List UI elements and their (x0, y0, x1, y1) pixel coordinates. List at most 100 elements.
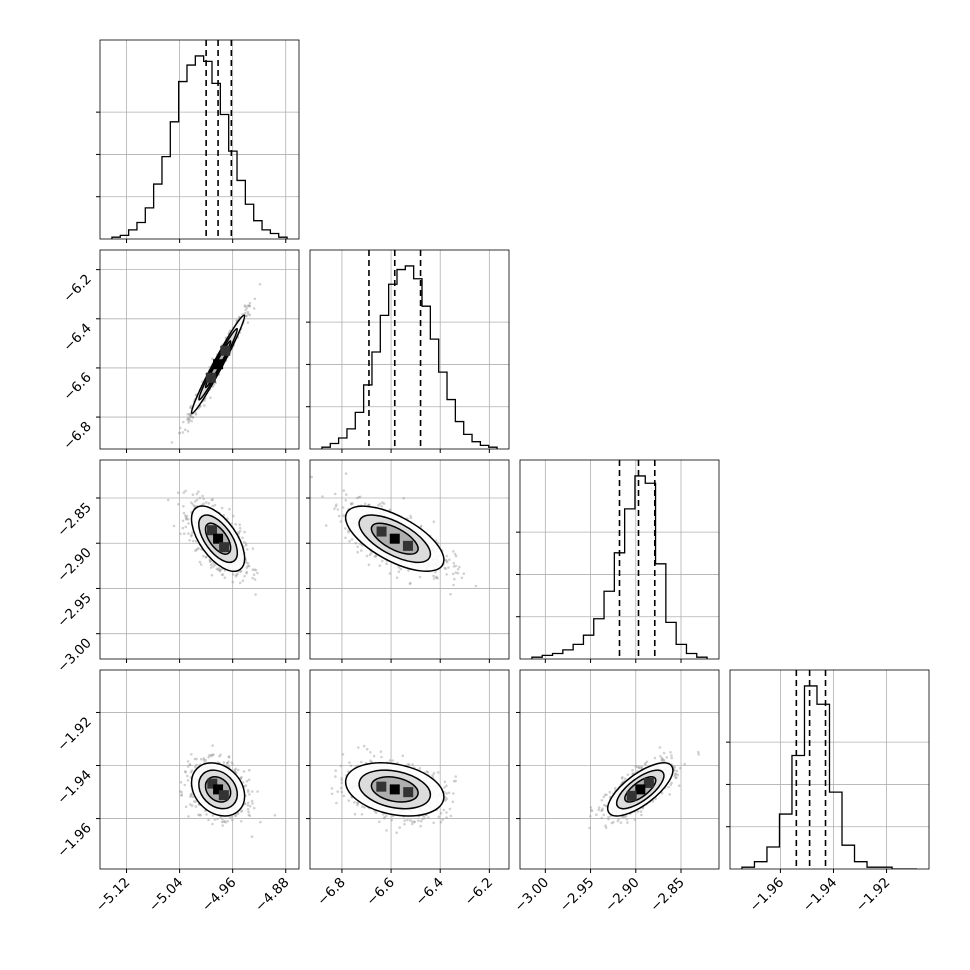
scatter-point (184, 514, 187, 517)
scatter-point (228, 507, 231, 511)
scatter-point (434, 539, 438, 542)
scatter-point (637, 765, 641, 769)
scatter-point (336, 790, 340, 793)
scatter-point (356, 545, 359, 549)
scatter-point (441, 818, 445, 821)
scatter-point (445, 816, 448, 819)
density-peak-cell (402, 540, 413, 551)
scatter-point (243, 574, 246, 578)
scatter-point (186, 412, 189, 416)
scatter-point (231, 573, 235, 576)
scatter-point (197, 813, 200, 817)
scatter-point (166, 498, 170, 502)
scatter-point (604, 826, 608, 829)
scatter-point (246, 310, 250, 314)
scatter-point (189, 415, 193, 419)
scatter-point (184, 489, 187, 493)
scatter-point (256, 790, 259, 793)
scatter-point (660, 758, 664, 762)
scatter-point (243, 311, 247, 315)
scatter-point (351, 502, 354, 505)
scatter-point (199, 563, 203, 566)
scatter-point (361, 805, 364, 808)
scatter-point (617, 817, 620, 821)
scatter-point (660, 756, 664, 760)
scatter-point (195, 763, 198, 767)
scatter-point (380, 559, 384, 563)
scatter-point (474, 584, 478, 588)
scatter-point (245, 779, 249, 783)
scatter-point (202, 758, 206, 762)
scatter-point (454, 554, 458, 558)
scatter-point (445, 797, 449, 801)
scatter-point (187, 419, 191, 423)
scatter-point (210, 753, 213, 757)
scatter-point (229, 816, 232, 819)
scatter-point (183, 783, 187, 787)
scatter-point (201, 494, 204, 498)
scatter-point (365, 554, 369, 558)
scatter-point (444, 799, 447, 802)
scatter-point (432, 574, 435, 578)
density-peak-cell (207, 525, 218, 536)
scatter-point (245, 306, 249, 310)
scatter-point (246, 562, 250, 565)
scatter-point (339, 520, 343, 523)
scatter-point (444, 558, 448, 562)
scatter-point (247, 813, 251, 817)
scatter-point (184, 525, 188, 529)
scatter-point (443, 786, 446, 789)
scatter-point (324, 524, 328, 527)
scatter-point (436, 771, 440, 774)
scatter-point (436, 576, 439, 580)
scatter-point (439, 812, 443, 815)
scatter-point (220, 506, 224, 510)
scatter-point (254, 568, 258, 572)
scatter-point (240, 809, 243, 812)
scatter-point (419, 824, 422, 828)
scatter-point (360, 813, 364, 816)
scatter-point (226, 820, 229, 823)
scatter-point (443, 566, 447, 570)
scatter-point (251, 568, 255, 571)
scatter-point (247, 304, 251, 308)
scatter-point (188, 763, 192, 767)
scatter-point (248, 301, 252, 305)
scatter-point (179, 532, 182, 536)
scatter-point (189, 793, 193, 796)
scatter-point (462, 572, 466, 575)
scatter-point (310, 475, 314, 479)
scatter-panel-2-0 (96, 459, 300, 663)
scatter-point (238, 581, 242, 585)
scatter-point (194, 549, 197, 552)
scatter-point (194, 413, 198, 416)
scatter-point (390, 818, 394, 822)
scatter-point (342, 514, 345, 517)
scatter-point (234, 575, 238, 578)
scatter-point (210, 573, 214, 577)
scatter-point (247, 312, 250, 316)
scatter-point (362, 744, 366, 748)
scatter-point (246, 304, 249, 308)
scatter-point (639, 810, 643, 813)
scatter-point (192, 539, 195, 543)
scatter-point (248, 305, 251, 308)
scatter-point (665, 756, 669, 759)
scatter-point (220, 820, 224, 824)
scatter-point (235, 573, 238, 577)
scatter-point (427, 816, 430, 819)
scatter-point (245, 561, 248, 564)
scatter-point (368, 553, 372, 556)
scatter-point (342, 794, 346, 798)
scatter-point (188, 763, 192, 766)
scatter-point (239, 776, 242, 780)
scatter-point (211, 498, 214, 501)
scatter-point (626, 821, 629, 824)
scatter-point (401, 754, 405, 758)
scatter-point (432, 821, 436, 825)
scatter-point (243, 802, 247, 805)
scatter-point (196, 547, 199, 550)
scatter-point (365, 747, 369, 751)
scatter-point (207, 502, 211, 505)
